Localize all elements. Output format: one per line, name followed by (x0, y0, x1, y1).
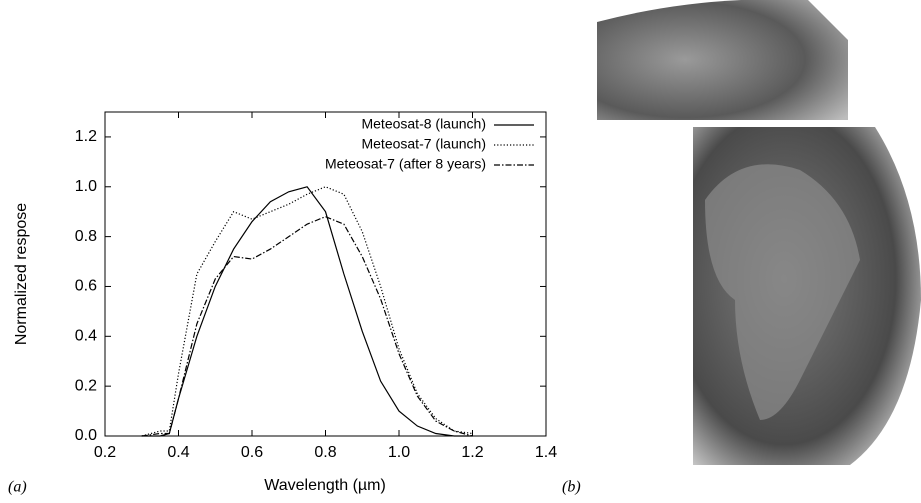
x-tick-label: 1.2 (461, 444, 483, 461)
x-tick-label: 0.8 (314, 444, 336, 461)
y-tick-label: 0.0 (75, 427, 97, 444)
x-tick-label: 1.0 (388, 444, 410, 461)
panel-label: (a) (8, 479, 27, 496)
y-tick-label: 1.2 (75, 128, 97, 145)
legend-label: Meteosat-7 (launch) (361, 136, 486, 152)
globe-image-top (597, 0, 848, 120)
y-axis-label: Normalized respose (13, 203, 30, 345)
y-tick-label: 0.6 (75, 278, 97, 295)
y-tick-label: 0.4 (75, 328, 97, 345)
legend-label: Meteosat-7 (after 8 years) (325, 156, 486, 172)
y-tick-label: 1.0 (75, 178, 97, 195)
x-tick-label: 0.2 (94, 444, 116, 461)
y-tick-label: 0.2 (75, 377, 97, 394)
series-line (141, 216, 473, 437)
africa-shape (705, 164, 860, 420)
series-line (141, 186, 473, 437)
x-tick-label: 1.4 (535, 444, 557, 461)
x-tick-label: 0.6 (241, 444, 263, 461)
y-tick-label: 0.8 (75, 228, 97, 245)
x-tick-label: 0.4 (167, 444, 189, 461)
legend-label: Meteosat-8 (launch) (361, 116, 486, 132)
x-axis-label: Wavelength (µm) (264, 477, 386, 494)
panel-label: (b) (562, 479, 581, 496)
